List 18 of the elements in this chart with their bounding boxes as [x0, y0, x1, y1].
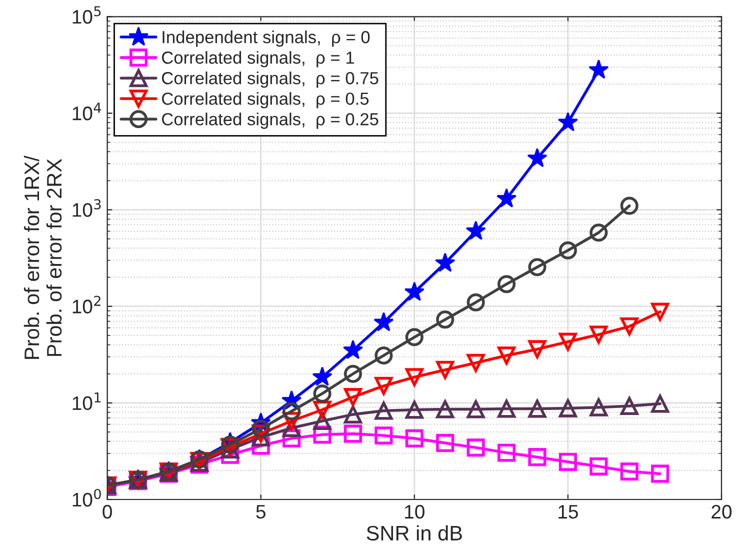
legend-label: Correlated signals, ρ = 1	[162, 51, 354, 68]
y-axis-title: Prob. of error for 1RX/ Prob. of error for 2RX	[24, 156, 62, 359]
legend-label: Independent signals, ρ = 0	[162, 30, 370, 47]
x-tick-label: 0	[102, 504, 112, 519]
x-axis-title: SNR in dB	[366, 525, 462, 541]
x-tick-label: 10	[405, 504, 424, 519]
y-tick-label: 10$^{4}$	[72, 102, 102, 120]
y-tick-label: 10$^{3}$	[72, 199, 101, 217]
x-tick-label: 15	[558, 505, 578, 519]
legend-label: Correlated signals, ρ = 0.25	[162, 112, 378, 129]
y-tick-label: 10$^{2}$	[72, 296, 100, 314]
x-tick-label: 20	[712, 504, 732, 519]
y-tick-label: 10$^{1}$	[72, 392, 101, 410]
y-tick-label: 10$^{0}$	[72, 488, 101, 507]
legend-label: Correlated signals, ρ = 0.75	[162, 72, 378, 88]
y-tick-label: 10$^{5}$	[72, 6, 101, 24]
legend-label: Correlated signals, ρ = 0.5	[162, 92, 369, 108]
x-tick-label: 5	[256, 505, 266, 519]
